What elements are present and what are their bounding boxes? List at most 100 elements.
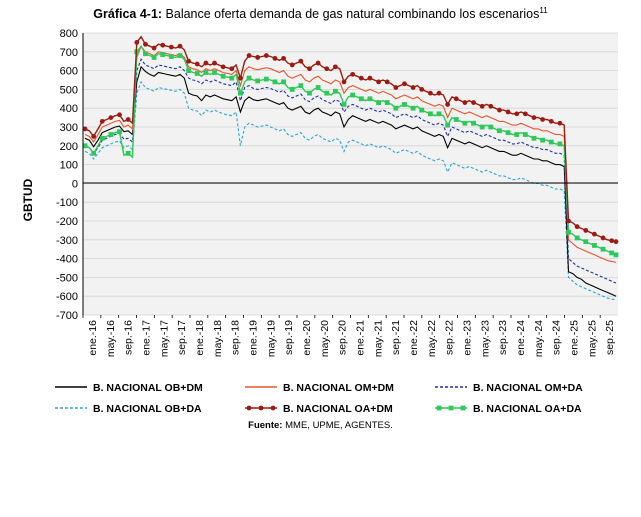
data-point bbox=[514, 111, 520, 117]
legend-marker bbox=[448, 405, 454, 411]
data-point bbox=[479, 103, 485, 109]
data-point bbox=[419, 107, 425, 113]
data-point bbox=[134, 40, 140, 45]
data-point bbox=[548, 118, 554, 124]
data-point bbox=[143, 41, 148, 47]
data-point bbox=[332, 88, 338, 94]
data-point bbox=[307, 66, 312, 72]
data-point bbox=[194, 71, 200, 76]
data-point bbox=[613, 239, 619, 245]
data-point bbox=[212, 60, 217, 66]
x-tick-label: may.-25 bbox=[586, 320, 598, 357]
y-tick-label: -400 bbox=[56, 254, 78, 266]
data-point bbox=[497, 128, 502, 134]
data-point bbox=[402, 81, 407, 87]
data-point bbox=[436, 90, 442, 96]
series-line bbox=[84, 65, 617, 297]
data-point bbox=[557, 141, 563, 147]
data-point bbox=[402, 102, 407, 107]
x-tick-label: ene.-24 bbox=[515, 320, 527, 356]
x-tick-label: sep.-17 bbox=[176, 320, 188, 355]
x-tick-label: may.-20 bbox=[319, 320, 331, 357]
data-point bbox=[341, 102, 347, 107]
data-point bbox=[367, 75, 373, 81]
data-point bbox=[410, 85, 416, 90]
x-tick-label: sep.-24 bbox=[551, 320, 563, 355]
data-point bbox=[540, 137, 546, 143]
data-point bbox=[600, 235, 606, 241]
data-point bbox=[367, 96, 373, 102]
data-point bbox=[177, 43, 183, 49]
data-point bbox=[505, 130, 511, 136]
data-point bbox=[108, 115, 114, 120]
data-point bbox=[82, 126, 88, 132]
legend-label: B. NACIONAL OM+DA bbox=[473, 382, 583, 394]
x-tick-label: may.-24 bbox=[533, 320, 545, 357]
data-point bbox=[488, 124, 494, 130]
y-tick-label: -500 bbox=[56, 272, 78, 284]
data-point bbox=[574, 235, 580, 241]
data-point bbox=[427, 111, 433, 117]
source-note: Fuente: MME, UPME, AGENTES. bbox=[0, 420, 641, 431]
data-point bbox=[384, 79, 390, 85]
data-point bbox=[91, 134, 97, 139]
data-point bbox=[160, 52, 166, 58]
y-axis-label: GBTUD bbox=[21, 178, 35, 221]
x-tick-label: ene.-23 bbox=[461, 320, 473, 356]
x-axis-ticks: ene.-16 may.-16 sep.-16 ene.-17 may.-17 sep.-… bbox=[82, 315, 616, 357]
x-tick-label: ene.-22 bbox=[408, 320, 420, 356]
data-point bbox=[125, 117, 131, 122]
data-point bbox=[194, 61, 200, 67]
y-tick-label: 200 bbox=[60, 141, 78, 153]
data-point bbox=[583, 239, 589, 245]
y-tick-label: -700 bbox=[56, 310, 78, 322]
legend-label: B. NACIONAL OA+DM bbox=[283, 403, 393, 415]
data-point bbox=[289, 87, 295, 92]
data-point bbox=[117, 129, 122, 135]
data-point bbox=[540, 117, 546, 122]
data-point bbox=[117, 112, 122, 118]
legend-label: B. NACIONAL OB+DM bbox=[93, 382, 203, 394]
x-tick-label: may.-16 bbox=[105, 320, 117, 357]
data-point bbox=[358, 75, 364, 81]
legend-marker bbox=[460, 405, 466, 411]
data-point bbox=[108, 132, 114, 137]
data-point bbox=[151, 55, 157, 60]
data-point bbox=[263, 53, 269, 58]
data-point bbox=[393, 105, 399, 111]
data-point bbox=[462, 100, 468, 105]
legend-marker bbox=[270, 405, 276, 411]
data-point bbox=[609, 238, 615, 244]
y-tick-label: 400 bbox=[60, 103, 78, 115]
data-point bbox=[229, 75, 235, 81]
data-point bbox=[220, 73, 226, 79]
title-bold: Gráfica 4-1: bbox=[93, 7, 163, 22]
series-2 bbox=[84, 58, 617, 284]
source-label: Fuente: bbox=[248, 420, 283, 431]
data-point bbox=[350, 92, 356, 98]
data-point bbox=[376, 100, 381, 105]
y-tick-label: 0 bbox=[72, 178, 78, 190]
data-point bbox=[531, 135, 537, 141]
chart-title: Gráfica 4-1: Balance oferta demanda de g… bbox=[0, 6, 641, 21]
legend-item: B. NACIONAL OM+DA bbox=[435, 382, 583, 394]
data-point bbox=[151, 45, 157, 51]
x-tick-label: sep.-23 bbox=[497, 320, 509, 355]
x-tick-label: ene.-18 bbox=[194, 320, 206, 356]
data-point bbox=[358, 96, 364, 102]
data-point bbox=[600, 246, 606, 252]
data-point bbox=[212, 70, 217, 75]
x-tick-label: sep.-16 bbox=[123, 320, 135, 355]
data-point bbox=[488, 103, 494, 109]
data-point bbox=[557, 120, 563, 126]
data-point bbox=[566, 218, 571, 224]
data-point bbox=[471, 120, 476, 126]
data-point bbox=[186, 58, 192, 64]
data-point bbox=[160, 42, 166, 48]
data-point bbox=[246, 75, 252, 81]
data-point bbox=[613, 252, 619, 258]
data-point bbox=[289, 62, 295, 68]
legend-item: B. NACIONAL OA+DM bbox=[245, 403, 393, 415]
x-tick-label: sep.-18 bbox=[230, 320, 242, 355]
data-point bbox=[99, 118, 105, 124]
